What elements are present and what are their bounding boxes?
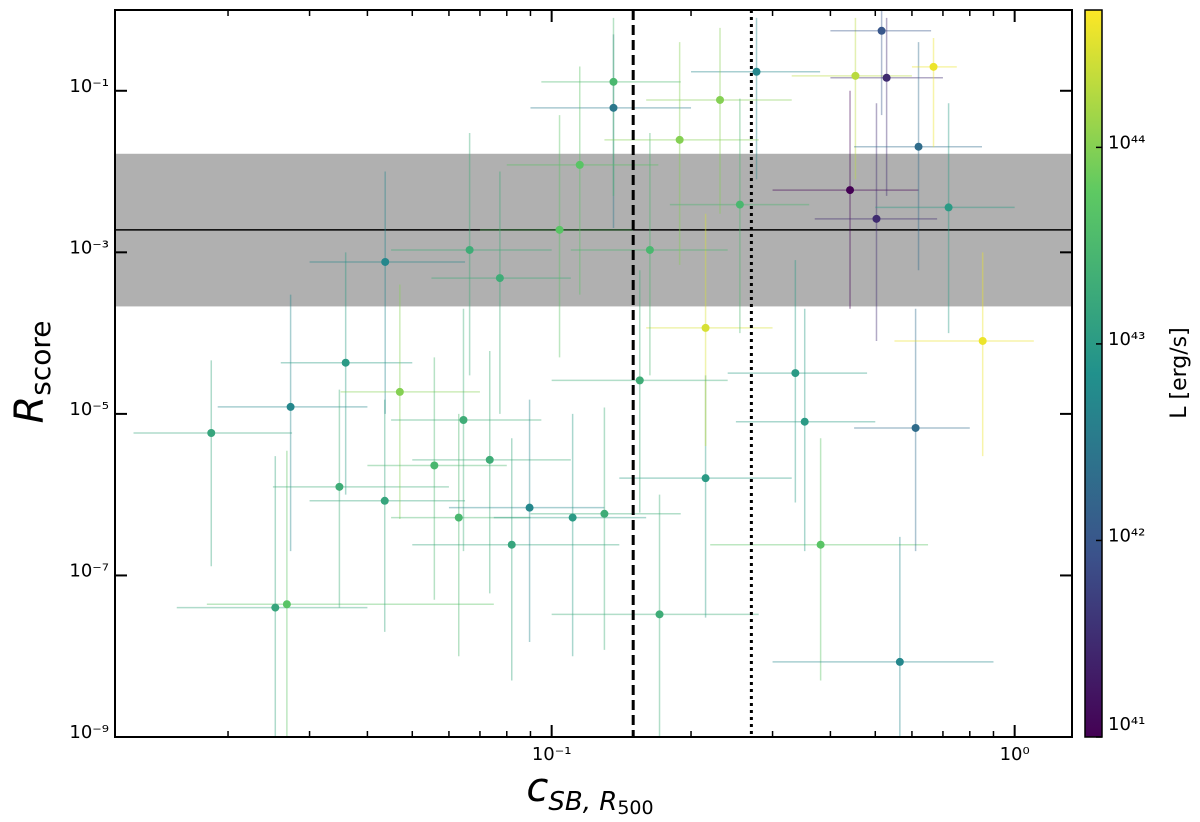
data-point — [911, 423, 920, 432]
data-point — [716, 95, 725, 104]
data-point — [495, 274, 504, 283]
data-point — [381, 257, 390, 266]
data-point — [846, 186, 855, 195]
data-point — [675, 135, 684, 144]
data-point — [395, 387, 404, 396]
data-point — [271, 603, 280, 612]
data-point — [635, 376, 644, 385]
data-point — [914, 142, 923, 151]
data-point — [816, 540, 825, 549]
y-tick-label: 10⁻¹ — [69, 76, 109, 97]
data-point — [609, 103, 618, 112]
data-point — [207, 428, 216, 437]
x-tick-label: 10⁻¹ — [532, 744, 572, 765]
data-point — [895, 657, 904, 666]
data-point — [882, 73, 891, 82]
data-point — [752, 67, 761, 76]
data-point — [335, 482, 344, 491]
y-tick-label: 10⁻³ — [69, 237, 109, 258]
data-point — [568, 513, 577, 522]
data-point — [645, 245, 654, 254]
data-point — [944, 203, 953, 212]
y-tick-label: 10⁻⁵ — [69, 399, 109, 420]
y-axis-label: Rscore — [7, 320, 57, 423]
data-point — [800, 417, 809, 426]
colorbar-tick-label: 10⁴³ — [1108, 329, 1145, 350]
colorbar-tick-label: 10⁴² — [1108, 525, 1145, 546]
data-point — [485, 455, 494, 464]
data-point — [555, 225, 564, 234]
y-tick-label: 10⁻⁹ — [69, 722, 109, 743]
axes-frame — [114, 9, 1073, 738]
colorbar-tick-label: 10⁴¹ — [1108, 714, 1145, 735]
x-axis-label: cSB, R500 — [526, 765, 653, 819]
data-point — [701, 323, 710, 332]
x-tick-label: 10⁰ — [1000, 744, 1030, 765]
data-point — [525, 503, 534, 512]
data-point — [282, 600, 291, 609]
data-point — [929, 62, 938, 71]
data-point — [380, 496, 389, 505]
colorbar — [1084, 9, 1103, 738]
data-point — [701, 474, 710, 483]
data-point — [341, 358, 350, 367]
data-point — [286, 402, 295, 411]
data-point — [575, 160, 584, 169]
colorbar-label: L [erg/s] — [1167, 327, 1192, 418]
data-point — [735, 200, 744, 209]
colorbar-tick-label: 10⁴⁴ — [1108, 132, 1145, 153]
data-point — [655, 610, 664, 619]
plot-area — [115, 10, 1072, 737]
data-point — [851, 71, 860, 80]
data-point — [465, 245, 474, 254]
y-tick-label: 10⁻⁷ — [69, 560, 109, 581]
y-label-sub: score — [24, 320, 57, 395]
data-point — [600, 509, 609, 518]
data-point — [877, 26, 886, 35]
data-point — [872, 214, 881, 223]
data-point — [978, 336, 987, 345]
x-label-sub: SB, R — [548, 787, 617, 817]
x-label-subsub: 500 — [617, 797, 653, 819]
data-point — [609, 77, 618, 86]
x-label-main: c — [526, 765, 548, 811]
data-point — [430, 461, 439, 470]
data-point — [507, 540, 516, 549]
data-point — [459, 416, 468, 425]
data-point — [454, 513, 463, 522]
y-label-main: R — [7, 396, 53, 424]
data-point — [791, 369, 800, 378]
